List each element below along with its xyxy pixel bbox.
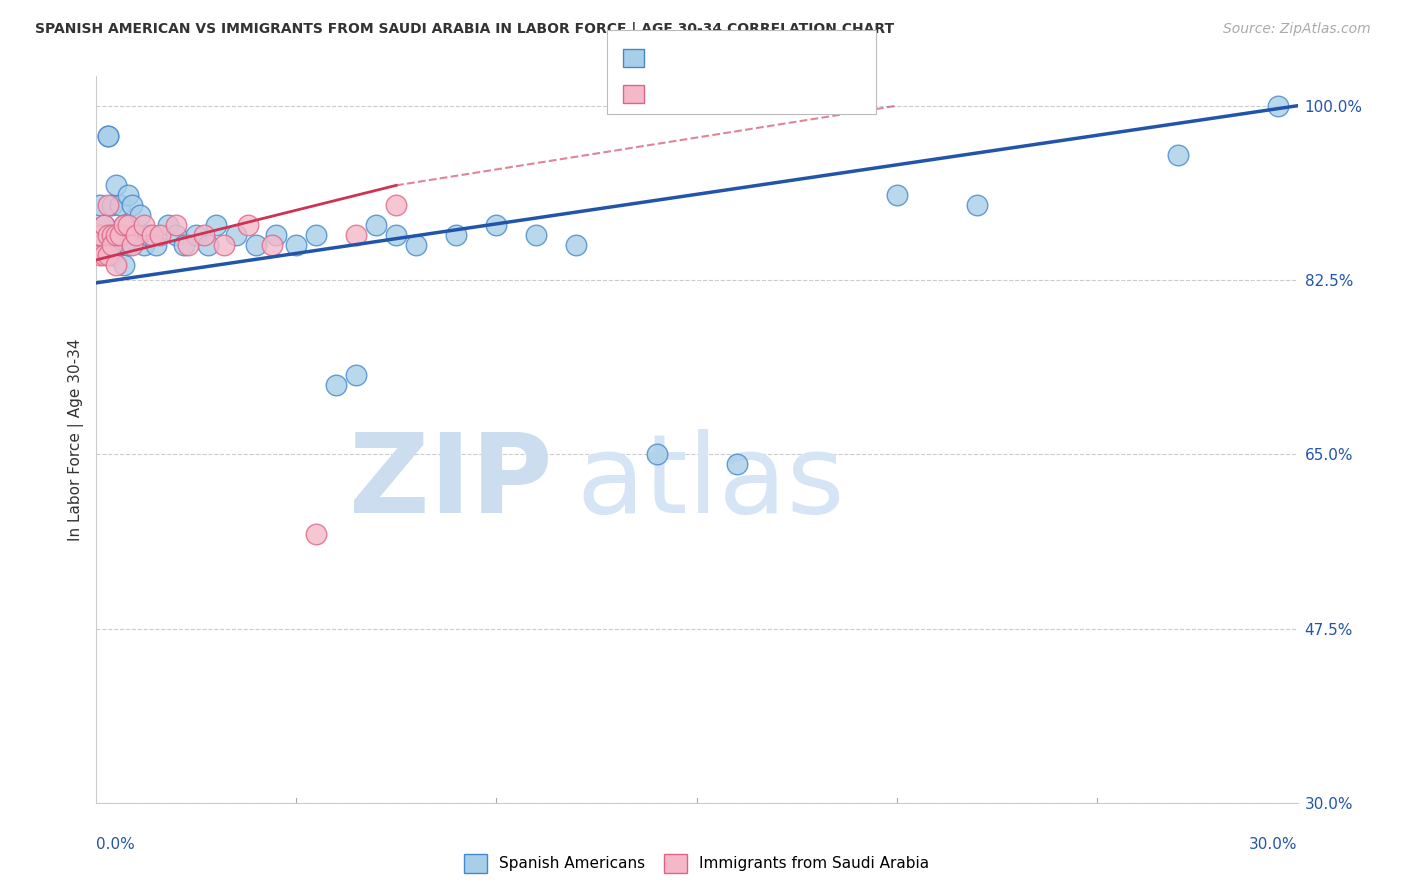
Point — [104, 258, 127, 272]
Point — [366, 218, 388, 232]
Point — [93, 218, 115, 232]
Point — [1267, 98, 1289, 112]
Point — [385, 198, 408, 212]
Point — [100, 238, 122, 252]
Point — [141, 228, 163, 243]
Point — [97, 248, 120, 262]
Point — [344, 368, 367, 382]
Point — [89, 248, 111, 262]
Point — [97, 228, 120, 243]
Point — [245, 238, 267, 252]
Point — [112, 218, 135, 232]
Point — [124, 228, 148, 243]
Point — [725, 457, 748, 471]
Text: N = 28: N = 28 — [758, 85, 820, 103]
Point — [145, 238, 167, 252]
Point — [132, 218, 155, 232]
Point — [264, 228, 287, 243]
Text: N = 48: N = 48 — [758, 49, 820, 67]
Point — [173, 238, 195, 252]
Text: R = 0.337: R = 0.337 — [652, 85, 744, 103]
Point — [165, 228, 187, 243]
Point — [89, 198, 111, 212]
Point — [108, 228, 131, 243]
Point — [193, 228, 215, 243]
Point — [97, 198, 120, 212]
Point — [344, 228, 367, 243]
Point — [236, 218, 259, 232]
Point — [149, 228, 172, 243]
Text: Source: ZipAtlas.com: Source: ZipAtlas.com — [1223, 22, 1371, 37]
Point — [93, 218, 115, 232]
Point — [128, 208, 150, 222]
Point — [444, 228, 467, 243]
Point — [165, 218, 187, 232]
Point — [93, 248, 115, 262]
Point — [1167, 148, 1189, 162]
Point — [117, 188, 139, 202]
Point — [966, 198, 988, 212]
Point — [177, 238, 200, 252]
Point — [124, 228, 148, 243]
Legend: Spanish Americans, Immigrants from Saudi Arabia: Spanish Americans, Immigrants from Saudi… — [458, 848, 935, 879]
Point — [205, 218, 228, 232]
Text: 30.0%: 30.0% — [1250, 837, 1298, 852]
Text: SPANISH AMERICAN VS IMMIGRANTS FROM SAUDI ARABIA IN LABOR FORCE | AGE 30-34 CORR: SPANISH AMERICAN VS IMMIGRANTS FROM SAUD… — [35, 22, 894, 37]
Point — [121, 238, 143, 252]
Point — [225, 228, 247, 243]
Point — [526, 228, 548, 243]
Point — [97, 128, 120, 143]
Point — [108, 238, 131, 252]
Point — [112, 258, 135, 272]
Point — [89, 228, 111, 243]
Point — [645, 447, 668, 461]
Point — [104, 178, 127, 193]
Point — [385, 228, 408, 243]
Point — [100, 248, 122, 262]
Text: 0.0%: 0.0% — [96, 837, 135, 852]
Point — [97, 128, 120, 143]
Point — [325, 377, 347, 392]
Point — [212, 238, 235, 252]
Point — [305, 527, 328, 541]
Point — [260, 238, 283, 252]
Point — [104, 238, 127, 252]
Point — [184, 228, 207, 243]
Point — [121, 198, 143, 212]
Point — [117, 238, 139, 252]
Point — [156, 218, 179, 232]
Point — [197, 238, 219, 252]
Point — [136, 228, 159, 243]
Point — [100, 198, 122, 212]
Point — [565, 238, 588, 252]
Point — [104, 228, 127, 243]
Text: R = 0.364: R = 0.364 — [652, 49, 744, 67]
Point — [132, 238, 155, 252]
Point — [485, 218, 508, 232]
Point — [405, 238, 427, 252]
Point — [284, 238, 308, 252]
Point — [117, 218, 139, 232]
Point — [886, 188, 908, 202]
Point — [89, 238, 111, 252]
Point — [112, 218, 135, 232]
Point — [100, 228, 122, 243]
Point — [108, 198, 131, 212]
Y-axis label: In Labor Force | Age 30-34: In Labor Force | Age 30-34 — [69, 338, 84, 541]
Point — [100, 228, 122, 243]
Text: ZIP: ZIP — [349, 429, 553, 536]
Point — [305, 228, 328, 243]
Text: atlas: atlas — [576, 429, 845, 536]
